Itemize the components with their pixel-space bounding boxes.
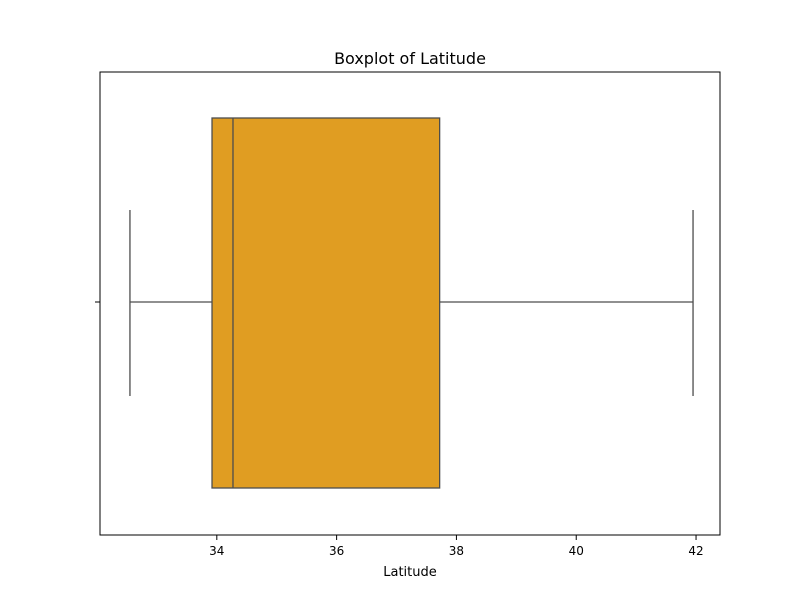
x-tick-label: 38: [449, 544, 464, 558]
plot-frame: [99, 71, 721, 536]
x-axis-label: Latitude: [383, 565, 437, 580]
iqr-box: [211, 117, 441, 489]
x-tick-label: 40: [569, 544, 584, 558]
x-tick-label: 42: [688, 544, 703, 558]
chart-title: Boxplot of Latitude: [334, 49, 486, 68]
x-tick-label: 36: [329, 544, 344, 558]
box-group: [129, 117, 694, 489]
x-tick-label: 34: [209, 544, 224, 558]
x-axis-ticks: 34 36 38 40 42: [209, 535, 704, 558]
